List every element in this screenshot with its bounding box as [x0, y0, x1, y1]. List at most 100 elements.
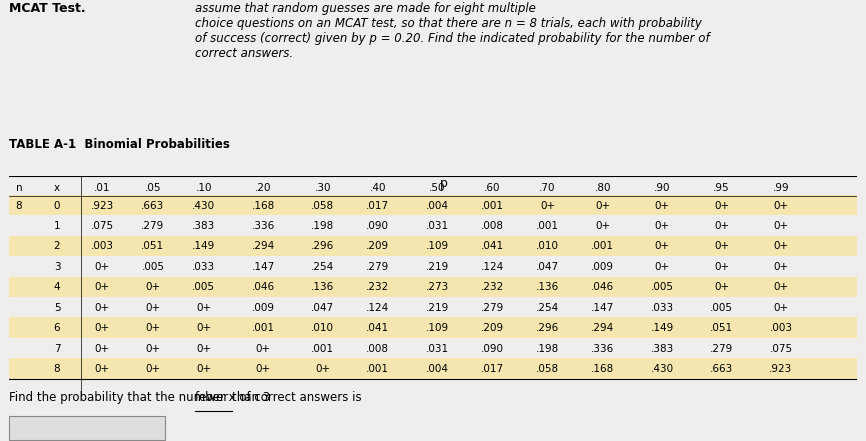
Text: 0+: 0+	[255, 344, 271, 354]
Text: 0+: 0+	[773, 241, 789, 251]
Text: .30: .30	[314, 183, 331, 193]
Text: .075: .075	[769, 344, 792, 354]
Text: fewer than 3: fewer than 3	[196, 391, 270, 404]
Text: .232: .232	[366, 282, 390, 292]
Text: 0+: 0+	[773, 262, 789, 272]
Text: .05: .05	[145, 183, 161, 193]
Text: .168: .168	[252, 201, 275, 211]
Text: .008: .008	[366, 344, 390, 354]
Text: .60: .60	[484, 183, 501, 193]
Text: 2: 2	[54, 241, 61, 251]
Text: .70: .70	[540, 183, 556, 193]
Text: .99: .99	[772, 183, 789, 193]
Text: .663: .663	[710, 364, 734, 374]
Text: 0+: 0+	[655, 221, 669, 231]
Text: .50: .50	[429, 183, 445, 193]
Text: 0+: 0+	[94, 323, 110, 333]
FancyBboxPatch shape	[81, 358, 857, 379]
Text: .047: .047	[536, 262, 559, 272]
Text: assume that random guesses are made for eight multiple
choice questions on an MC: assume that random guesses are made for …	[195, 2, 709, 60]
Text: 3: 3	[54, 262, 61, 272]
Text: .001: .001	[252, 323, 275, 333]
Text: .279: .279	[366, 262, 390, 272]
Text: .075: .075	[90, 221, 113, 231]
Text: 0+: 0+	[94, 303, 110, 313]
Text: 0+: 0+	[714, 282, 729, 292]
Text: 8: 8	[16, 201, 23, 211]
Text: .090: .090	[366, 221, 390, 231]
Text: Find the probability that the number x of correct answers is: Find the probability that the number x o…	[9, 391, 365, 404]
Text: .198: .198	[311, 221, 334, 231]
Text: 8: 8	[54, 364, 61, 374]
Text: .279: .279	[141, 221, 165, 231]
Text: .147: .147	[591, 303, 614, 313]
Text: .109: .109	[426, 323, 449, 333]
FancyBboxPatch shape	[9, 236, 81, 256]
Text: .40: .40	[370, 183, 386, 193]
Text: 0+: 0+	[145, 282, 160, 292]
Text: .254: .254	[311, 262, 334, 272]
Text: .296: .296	[536, 323, 559, 333]
Text: 0+: 0+	[714, 262, 729, 272]
Text: .10: .10	[196, 183, 212, 193]
Text: 0+: 0+	[655, 241, 669, 251]
Text: .004: .004	[426, 201, 449, 211]
Text: .046: .046	[252, 282, 275, 292]
Text: .047: .047	[311, 303, 334, 313]
Text: .033: .033	[650, 303, 674, 313]
Text: .041: .041	[366, 323, 390, 333]
Text: 0+: 0+	[255, 364, 271, 374]
Text: .124: .124	[366, 303, 390, 313]
FancyBboxPatch shape	[81, 318, 857, 338]
FancyBboxPatch shape	[81, 195, 857, 215]
Text: .009: .009	[252, 303, 275, 313]
Text: .010: .010	[311, 323, 334, 333]
Text: .663: .663	[141, 201, 165, 211]
Text: .051: .051	[710, 323, 734, 333]
Text: .273: .273	[425, 282, 449, 292]
Text: .279: .279	[710, 344, 734, 354]
Text: 0+: 0+	[595, 221, 611, 231]
Text: .383: .383	[650, 344, 674, 354]
Text: .008: .008	[481, 221, 504, 231]
Text: p: p	[440, 177, 448, 190]
Text: .80: .80	[594, 183, 611, 193]
Text: .336: .336	[591, 344, 614, 354]
FancyBboxPatch shape	[9, 358, 81, 379]
Text: .147: .147	[252, 262, 275, 272]
Text: 0+: 0+	[315, 364, 330, 374]
FancyBboxPatch shape	[81, 277, 857, 297]
Text: 0+: 0+	[145, 323, 160, 333]
Text: 0+: 0+	[655, 201, 669, 211]
Text: .219: .219	[425, 303, 449, 313]
Text: MCAT Test.: MCAT Test.	[9, 2, 85, 15]
Text: 4: 4	[54, 282, 61, 292]
Text: .003: .003	[91, 241, 113, 251]
Text: 0+: 0+	[540, 201, 555, 211]
Text: 0+: 0+	[773, 303, 789, 313]
Text: .296: .296	[311, 241, 334, 251]
Text: 0+: 0+	[773, 282, 789, 292]
Text: .01: .01	[94, 183, 110, 193]
Text: .031: .031	[426, 221, 449, 231]
Text: .001: .001	[311, 344, 334, 354]
Text: .001: .001	[591, 241, 614, 251]
Text: .124: .124	[481, 262, 504, 272]
Text: 5: 5	[54, 303, 61, 313]
Text: .149: .149	[192, 241, 216, 251]
Text: 0+: 0+	[94, 262, 110, 272]
Text: 0+: 0+	[595, 201, 611, 211]
Text: .209: .209	[481, 323, 504, 333]
Text: 0: 0	[54, 201, 61, 211]
FancyBboxPatch shape	[81, 236, 857, 256]
Text: 0+: 0+	[94, 344, 110, 354]
Text: .336: .336	[252, 221, 275, 231]
Text: 0+: 0+	[197, 323, 211, 333]
Text: .20: .20	[255, 183, 272, 193]
Text: .136: .136	[536, 282, 559, 292]
Text: 0+: 0+	[197, 344, 211, 354]
Text: .001: .001	[536, 221, 559, 231]
Text: .003: .003	[770, 323, 792, 333]
Text: x: x	[54, 183, 60, 193]
Text: .005: .005	[710, 303, 733, 313]
